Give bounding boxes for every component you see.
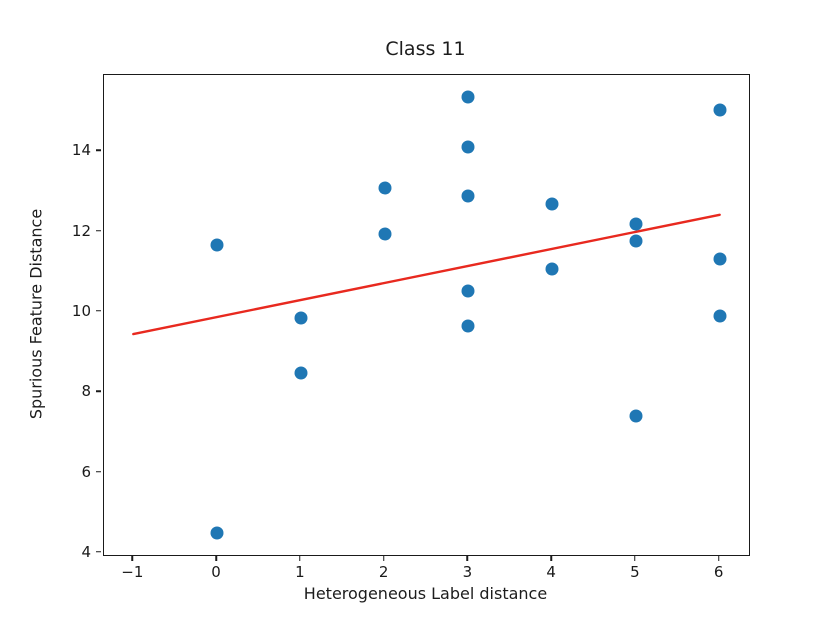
trend-line-layer bbox=[132, 213, 721, 336]
scatter-point bbox=[294, 311, 308, 325]
x-tick-mark bbox=[466, 556, 469, 561]
y-tick-mark bbox=[96, 470, 101, 473]
scatter-point bbox=[713, 309, 727, 323]
scatter-point bbox=[461, 189, 475, 202]
y-tick-mark bbox=[96, 310, 101, 312]
chart-title: Class 11 bbox=[385, 38, 466, 60]
y-tick-mark bbox=[96, 229, 101, 232]
trend-line bbox=[132, 213, 721, 336]
scatter-point bbox=[294, 366, 308, 380]
x-tick-label: 3 bbox=[462, 563, 473, 581]
x-tick-mark bbox=[717, 556, 720, 561]
y-tick-mark bbox=[96, 551, 101, 553]
scatter-point bbox=[713, 252, 727, 266]
x-tick-mark bbox=[131, 556, 134, 561]
scatter-point bbox=[210, 526, 224, 540]
scatter-point bbox=[629, 409, 643, 423]
x-tick-mark bbox=[550, 556, 552, 561]
x-tick-mark bbox=[382, 556, 385, 561]
scatter-point bbox=[461, 140, 475, 154]
x-tick-mark bbox=[215, 556, 217, 561]
scatter-point bbox=[713, 103, 727, 117]
y-tick-label: 4 bbox=[81, 542, 91, 561]
y-tick-label: 14 bbox=[71, 141, 91, 160]
plot-area bbox=[103, 74, 750, 556]
y-tick-label: 8 bbox=[81, 382, 91, 401]
scatter-point bbox=[461, 90, 475, 104]
scatter-point bbox=[210, 238, 224, 252]
x-tick-label: 0 bbox=[211, 563, 221, 581]
scatter-point bbox=[461, 319, 475, 333]
scatter-point bbox=[378, 227, 392, 241]
y-tick-label: 6 bbox=[81, 462, 91, 481]
x-tick-label: −1 bbox=[121, 563, 144, 581]
scatter-point bbox=[545, 197, 559, 211]
x-tick-label: 5 bbox=[630, 563, 640, 581]
x-axis-label: Heterogeneous Label distance bbox=[303, 584, 548, 603]
scatter-point bbox=[545, 262, 559, 276]
scatter-point bbox=[378, 181, 392, 195]
scatter-point bbox=[629, 217, 643, 231]
x-tick-mark bbox=[634, 556, 636, 561]
y-tick-mark bbox=[96, 149, 101, 152]
x-tick-mark bbox=[299, 556, 301, 561]
x-tick-label: 4 bbox=[546, 563, 556, 581]
scatter-point bbox=[461, 284, 475, 298]
y-tick-label: 10 bbox=[71, 301, 91, 320]
y-axis-label: Spurious Feature Distance bbox=[26, 208, 46, 420]
scatter-point bbox=[629, 234, 643, 248]
x-tick-label: 6 bbox=[713, 563, 724, 581]
x-tick-label: 2 bbox=[378, 563, 389, 581]
y-tick-mark bbox=[96, 390, 101, 393]
x-tick-label: 1 bbox=[295, 563, 305, 581]
y-tick-label: 12 bbox=[71, 221, 91, 240]
